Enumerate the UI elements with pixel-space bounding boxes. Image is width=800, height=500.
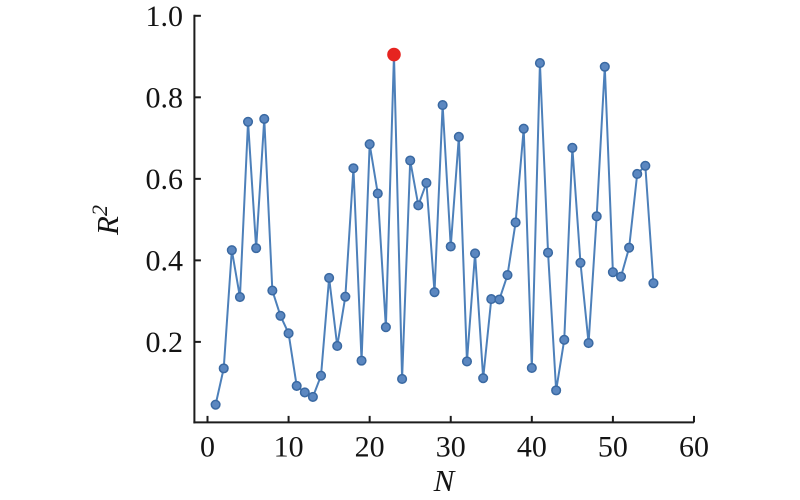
x-tick-label: 50 bbox=[598, 431, 628, 464]
data-point bbox=[421, 177, 432, 188]
data-point bbox=[542, 247, 554, 258]
data-point bbox=[372, 188, 383, 199]
data-point bbox=[518, 123, 529, 134]
data-point bbox=[494, 294, 505, 305]
data-point bbox=[348, 163, 359, 174]
data-point bbox=[413, 200, 424, 211]
data-point bbox=[291, 380, 302, 391]
data-point bbox=[267, 285, 278, 296]
y-tick-label: 0.6 bbox=[146, 163, 184, 196]
data-point bbox=[648, 278, 659, 289]
data-point bbox=[607, 267, 618, 278]
data-point bbox=[583, 338, 594, 349]
data-point bbox=[307, 391, 318, 402]
x-axis-title: N bbox=[433, 463, 457, 498]
data-point bbox=[226, 245, 237, 256]
data-point bbox=[486, 294, 497, 305]
data-point bbox=[615, 271, 627, 282]
data-point bbox=[397, 373, 408, 385]
x-tick-label: 30 bbox=[436, 431, 466, 464]
data-point bbox=[575, 257, 586, 268]
x-tick-label: 20 bbox=[355, 431, 385, 464]
data-point bbox=[591, 211, 602, 222]
data-point bbox=[453, 131, 464, 142]
data-point bbox=[364, 139, 375, 150]
x-tick-label: 40 bbox=[517, 431, 547, 464]
data-point bbox=[251, 243, 262, 254]
data-point bbox=[299, 387, 310, 398]
data-point bbox=[624, 242, 635, 253]
x-tick-label: 0 bbox=[200, 431, 215, 464]
data-point bbox=[259, 113, 270, 124]
data-point bbox=[275, 310, 286, 321]
data-point bbox=[356, 355, 367, 366]
data-point bbox=[478, 373, 489, 384]
y-tick-label: 0.8 bbox=[146, 81, 184, 114]
data-point bbox=[405, 155, 416, 166]
data-point bbox=[470, 248, 481, 259]
data-point bbox=[210, 399, 221, 410]
highlight-point bbox=[387, 47, 401, 62]
data-line bbox=[214, 53, 655, 406]
data-point bbox=[437, 100, 448, 111]
data-point bbox=[567, 142, 578, 153]
data-point bbox=[429, 287, 440, 298]
y-tick-label: 0.2 bbox=[146, 326, 184, 359]
x-tick-label: 60 bbox=[679, 431, 709, 464]
y-axis-title: R2 bbox=[87, 205, 125, 236]
data-point bbox=[324, 272, 335, 283]
data-point bbox=[526, 362, 537, 374]
data-point bbox=[502, 269, 513, 281]
data-point bbox=[461, 356, 473, 367]
data-point bbox=[559, 334, 570, 345]
data-point bbox=[234, 291, 245, 303]
data-point bbox=[599, 61, 610, 72]
data-point bbox=[551, 385, 562, 396]
data-point bbox=[534, 58, 545, 69]
data-point bbox=[242, 116, 254, 127]
data-point bbox=[332, 340, 343, 352]
data-point bbox=[218, 363, 229, 374]
data-point bbox=[510, 217, 521, 228]
x-tick-label: 10 bbox=[274, 431, 304, 464]
data-point bbox=[380, 322, 391, 333]
y-axis-title-superscript: 2 bbox=[87, 205, 112, 216]
data-point bbox=[315, 370, 327, 381]
data-point bbox=[340, 291, 351, 302]
data-point bbox=[445, 241, 456, 252]
data-point bbox=[632, 168, 643, 179]
data-point bbox=[640, 160, 651, 171]
y-tick-label: 0.4 bbox=[146, 244, 184, 277]
y-tick-label: 1.0 bbox=[146, 0, 184, 33]
y-axis-title-base: R bbox=[90, 216, 125, 236]
data-point bbox=[283, 328, 294, 339]
